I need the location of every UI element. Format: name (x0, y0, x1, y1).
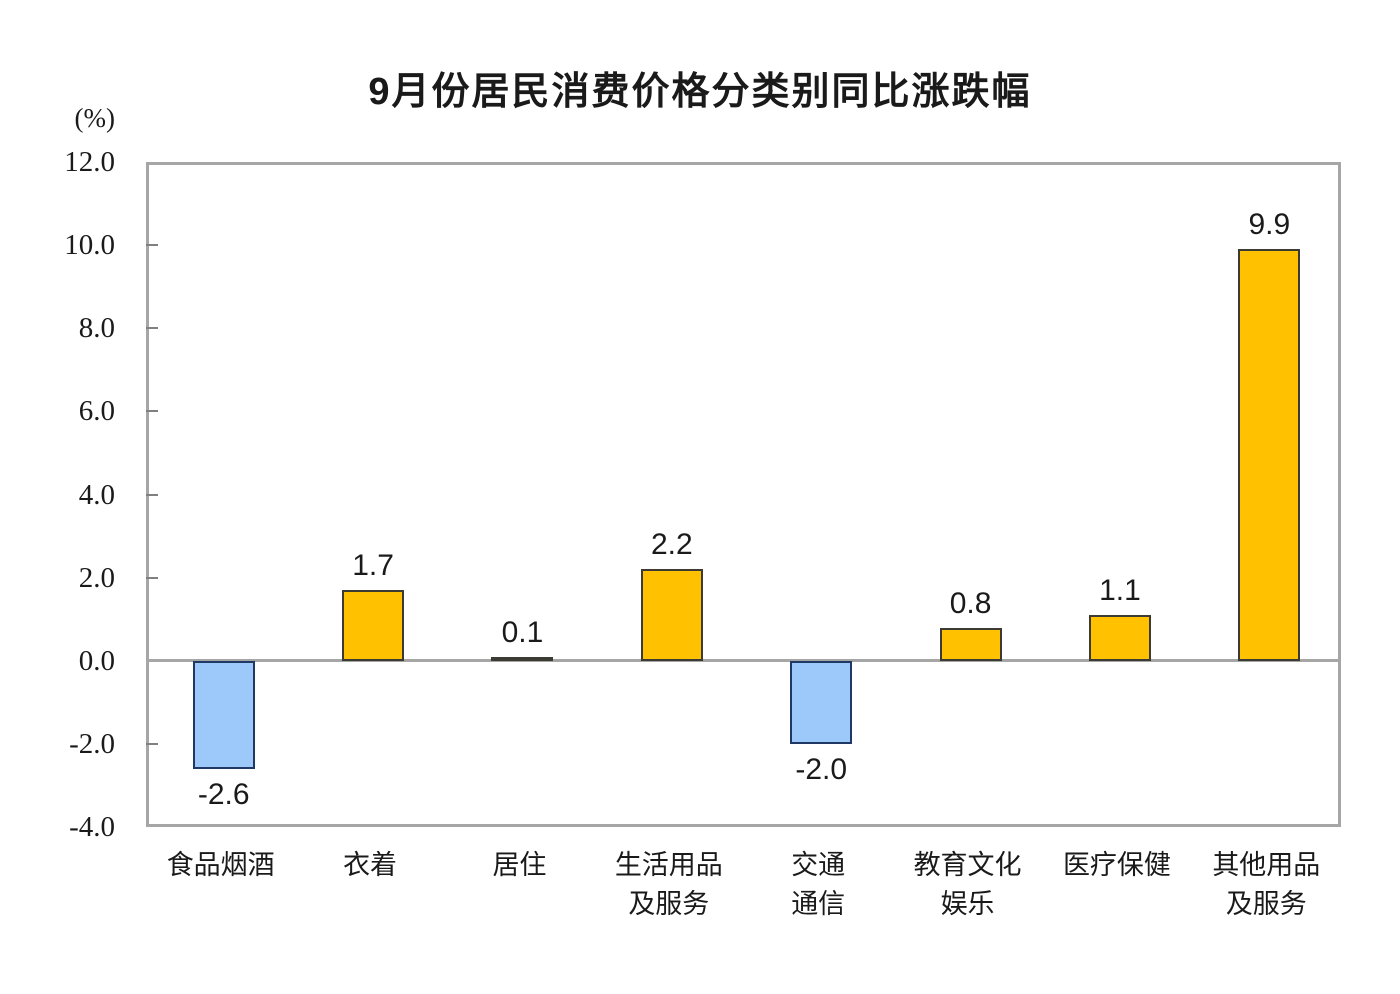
bar-value-label: 1.7 (352, 549, 394, 583)
x-axis-label: 教育文化 娱乐 (913, 850, 1022, 920)
y-axis-tick-mark (146, 576, 158, 579)
y-axis-tick-label: 4.0 (78, 478, 115, 511)
bar-value-label: -2.0 (795, 752, 848, 786)
x-axis-label: 食品烟酒 (166, 850, 275, 880)
bar-value-label: 9.9 (1248, 208, 1291, 242)
y-axis-tick-mark (146, 327, 158, 330)
bar-category-1 (342, 590, 405, 661)
bar-category-3 (640, 569, 703, 661)
y-axis-tick-mark (146, 493, 158, 496)
x-axis-label: 医疗保健 (1062, 850, 1171, 880)
y-axis-tick-label: 0.0 (78, 644, 115, 677)
bar-value-label: 2.2 (650, 528, 693, 562)
y-axis-tick-label: 2.0 (78, 561, 115, 594)
bar-value-label: 1.1 (1099, 574, 1141, 608)
y-axis-tick-mark (146, 410, 158, 413)
x-axis-label: 居住 (492, 850, 547, 880)
bar-category-0 (192, 660, 255, 769)
y-axis-tick-label: -4.0 (69, 811, 115, 843)
bar-category-7 (1238, 249, 1301, 661)
y-axis-tick-label: 8.0 (78, 312, 115, 345)
bar-category-5 (939, 627, 1002, 661)
y-axis-unit-label: (%) (74, 103, 115, 133)
y-axis-tick-label: 6.0 (78, 395, 115, 428)
y-axis-tick-label: 10.0 (64, 229, 115, 262)
x-axis-label: 衣着 (343, 850, 398, 880)
chart-title: 9月份居民消费价格分类别同比涨跌幅 (368, 71, 1032, 113)
bar-value-label: 0.1 (501, 615, 544, 649)
plot-area: -2.6 1.7 0.1 2.2 -2.0 0.8 1.1 9.9 (146, 162, 1341, 827)
y-axis-tick-mark (146, 244, 158, 247)
zero-baseline (149, 659, 1338, 663)
bar-category-2 (491, 656, 554, 661)
x-axis-label: 生活用品 及服务 (614, 850, 723, 920)
x-axis-labels: 食品烟酒 衣着 居住 生活用品 及服务 交通 通信 教育文化 娱乐 医疗保健 其他用品 及服务 (146, 846, 1341, 924)
y-axis-tick-label: -2.0 (69, 727, 115, 760)
bar-value-label: 0.8 (949, 586, 992, 620)
bar-category-6 (1088, 615, 1151, 661)
bar-category-4 (790, 660, 853, 744)
y-axis-tick-mark (146, 742, 158, 745)
x-axis-label: 交通 通信 (791, 850, 846, 920)
bar-value-label: -2.6 (197, 777, 250, 811)
x-axis-label: 其他用品 及服务 (1212, 850, 1321, 920)
y-axis-tick-label: 12.0 (64, 146, 115, 178)
